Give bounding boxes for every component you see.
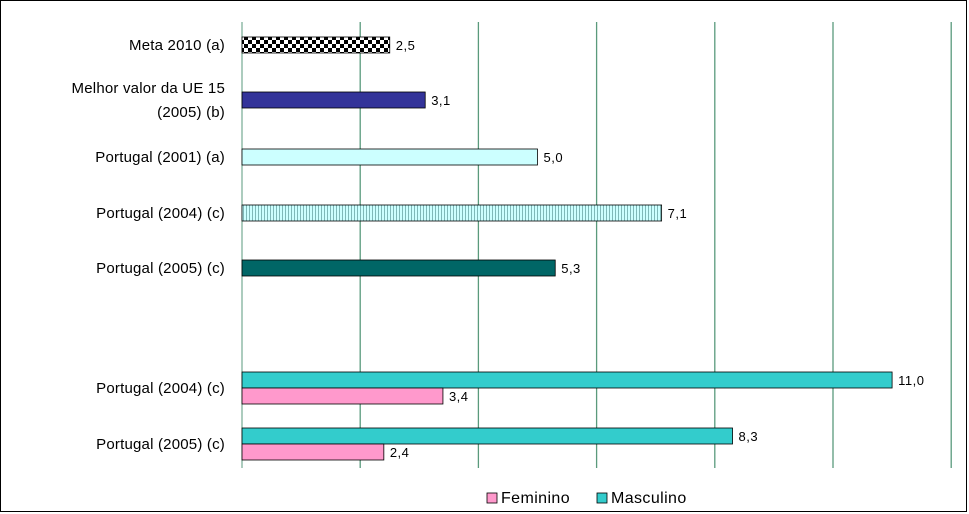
- bar: [241, 371, 893, 389]
- data-label: 5,0: [544, 150, 564, 165]
- data-label: 3,4: [449, 389, 469, 404]
- category-label: Portugal (2004) (c): [96, 205, 225, 222]
- category-label: Portugal (2005) (c): [96, 436, 225, 453]
- bar: [241, 91, 426, 109]
- category-label: Portugal (2004) (c): [96, 380, 225, 397]
- legend-entry: Feminino: [501, 490, 570, 507]
- bar: [241, 443, 385, 461]
- data-label: 7,1: [668, 206, 688, 221]
- category-label: Meta 2010 (a): [129, 37, 225, 54]
- data-label: 3,1: [431, 93, 451, 108]
- data-label: 2,4: [390, 445, 410, 460]
- data-label: 5,3: [561, 261, 581, 276]
- bar: [241, 36, 391, 54]
- legend-entry: Masculino: [611, 490, 687, 507]
- data-label: 8,3: [739, 429, 759, 444]
- category-label: (2005) (b): [157, 104, 225, 121]
- category-label: Portugal (2005) (c): [96, 260, 225, 277]
- bar: [241, 427, 733, 445]
- value-labels: 2,5 3,1 5,0 7,1 5,3 11,0 3,4 8,3 2,4: [390, 38, 924, 460]
- legend-swatch: [486, 492, 498, 504]
- bar: [241, 259, 556, 277]
- category-label: Melhor valor da UE 15: [72, 80, 225, 97]
- bar: [241, 387, 444, 405]
- bar: [241, 204, 663, 222]
- category-labels: Meta 2010 (a) Melhor valor da UE 15 (2005)…: [72, 37, 225, 453]
- bar: [241, 148, 538, 166]
- category-label: Portugal (2001) (a): [95, 149, 225, 166]
- data-label: 11,0: [898, 373, 924, 388]
- bars: [241, 36, 893, 461]
- legend-swatch: [596, 492, 608, 504]
- data-label: 2,5: [396, 38, 416, 53]
- legend: Feminino Masculino: [486, 490, 687, 507]
